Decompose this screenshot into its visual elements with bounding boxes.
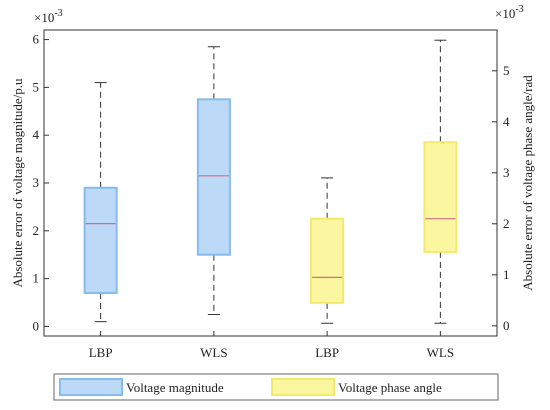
left-tick-label: 5 [33, 79, 40, 94]
right-tick-label: 5 [503, 63, 510, 78]
left-axis-ticks: 0 1 2 3 4 5 6 [33, 32, 49, 333]
left-axis-label: Absolute error of voltage magnitude/p.u [10, 78, 25, 288]
legend-label-voltage-magnitude: Voltage magnitude [126, 380, 224, 395]
right-axis-label: Absolute error of voltage phase angle/ra… [520, 75, 535, 291]
left-tick-label: 0 [33, 318, 40, 333]
legend-swatch-voltage-phase-angle [271, 378, 335, 396]
box-group [83, 39, 458, 324]
left-tick-label: 2 [33, 223, 40, 238]
right-exponent-base: ×10 [495, 6, 515, 21]
right-tick-label: 0 [503, 318, 510, 333]
left-tick-label: 3 [33, 175, 40, 190]
x-tick-label: WLS [200, 345, 227, 360]
left-tick-label: 6 [33, 32, 40, 47]
left-tick-label: 1 [33, 271, 40, 286]
x-tick-label: LBP [315, 345, 339, 360]
left-exponent-base: ×10 [34, 10, 54, 25]
box-magnitude-0 [83, 82, 118, 323]
x-tick-label: WLS [427, 345, 454, 360]
left-axis-exponent: ×10-3 [34, 8, 63, 25]
box-body [310, 217, 345, 304]
x-tick-label: LBP [89, 345, 113, 360]
left-exponent-power: -3 [54, 8, 62, 19]
left-tick-label: 4 [33, 127, 40, 142]
legend-label-voltage-phase-angle: Voltage phase angle [338, 380, 442, 395]
box-phase-angle-0 [310, 177, 345, 324]
legend: Voltage magnitude Voltage phase angle [53, 373, 499, 401]
box-body [83, 186, 118, 294]
box-magnitude-1 [196, 46, 231, 315]
right-tick-label: 1 [503, 267, 510, 282]
right-axis-exponent: ×10-3 [495, 4, 524, 21]
legend-swatch-voltage-magnitude [59, 378, 123, 396]
right-tick-label: 2 [503, 216, 510, 231]
right-tick-label: 4 [503, 114, 510, 129]
right-axis-ticks: 0 1 2 3 4 5 [492, 63, 510, 333]
x-axis-ticks: LBP WLS LBP WLS [89, 331, 454, 360]
right-exponent-power: -3 [515, 4, 523, 15]
box-body [423, 141, 458, 253]
box-body [196, 98, 231, 256]
box-phase-angle-1 [423, 39, 458, 324]
right-tick-label: 3 [503, 165, 510, 180]
